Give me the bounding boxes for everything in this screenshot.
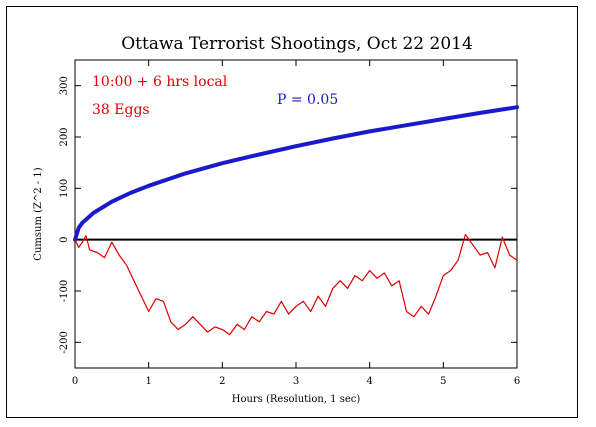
y-tick-label-4: 200 (59, 127, 70, 146)
y-tick-label-1: -100 (59, 280, 70, 302)
x-tick-label-0: 0 (72, 376, 78, 387)
chart-frame (6, 6, 578, 418)
cumsum-deviation-line (74, 233, 518, 336)
x-tick-label-4: 4 (366, 376, 372, 387)
chart-title: Ottawa Terrorist Shootings, Oct 22 2014 (121, 34, 473, 54)
probability-annotation: P = 0.05 (277, 92, 338, 108)
y-tick-label-0: -200 (59, 331, 70, 353)
y-tick-label-3: 100 (59, 179, 70, 198)
x-tick-label-2: 2 (219, 376, 225, 387)
x-tick-label-1: 1 (145, 376, 151, 387)
series-layer (73, 105, 519, 336)
x-tick-label-6: 6 (514, 376, 520, 387)
probability-envelope-line (73, 105, 519, 242)
y-tick-label-2: 0 (59, 236, 70, 242)
x-axis-label: Hours (Resolution, 1 sec) (232, 394, 361, 405)
x-axis: 0 1 2 3 4 5 6 (72, 60, 520, 387)
y-tick-label-5: 300 (59, 76, 70, 95)
x-tick-label-5: 5 (440, 376, 446, 387)
eggs-annotation: 38 Eggs (92, 102, 150, 118)
time-annotation: 10:00 + 6 hrs local (92, 74, 228, 90)
y-axis-label: Cumsum (Z^2 - 1) (33, 167, 44, 260)
x-tick-label-3: 3 (293, 376, 299, 387)
